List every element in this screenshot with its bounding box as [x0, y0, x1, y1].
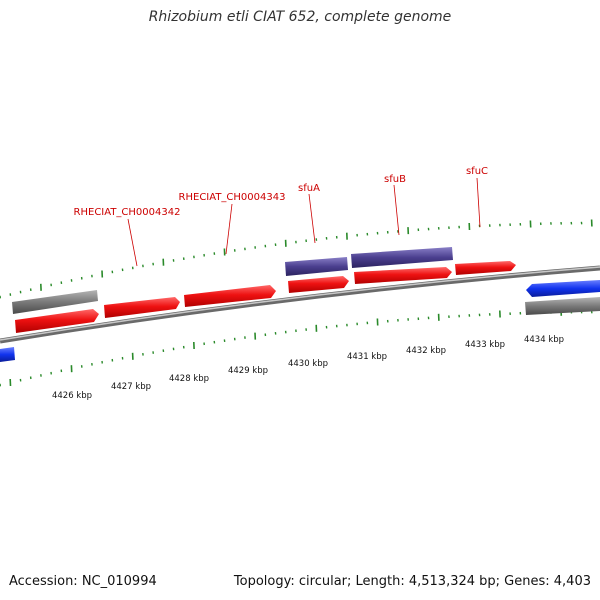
- gene-label-sfuA: sfuA: [298, 183, 320, 194]
- map-title: Rhizobium etli CIAT 652, complete genome: [148, 9, 452, 25]
- leader-RHECIAT_CH0004343: [225, 203, 233, 255]
- genome-backbone-highlight: [0, 266, 600, 341]
- scale-label-4426: 4426 kbp: [52, 391, 92, 401]
- reverse-gene-feature-right: [525, 297, 600, 315]
- leader-sfuC: [476, 177, 481, 228]
- protein-feature-sfuB: [351, 247, 453, 268]
- gene-label-RHECIAT_CH0004343: RHECIAT_CH0004343: [179, 192, 286, 203]
- scale-label-4432: 4432 kbp: [406, 346, 446, 356]
- cds-arrow-RHECIAT_CH0004342: [104, 297, 180, 318]
- accession-label: Accession: NC_010994: [9, 574, 157, 589]
- gene-label-RHECIAT_CH0004342: RHECIAT_CH0004342: [74, 207, 181, 218]
- protein-feature-sfuA: [285, 257, 348, 276]
- gene-label-sfuB: sfuB: [384, 174, 406, 185]
- leader-RHECIAT_CH0004342: [127, 218, 138, 267]
- scale-label-4427: 4427 kbp: [111, 382, 151, 392]
- inner-tick-ring: [0, 308, 593, 387]
- genome-summary: Topology: circular; Length: 4,513,324 bp…: [233, 574, 591, 589]
- scale-label-4429: 4429 kbp: [228, 366, 268, 376]
- cds-arrow-sfuA: [288, 276, 349, 293]
- cds-arrow-sfuC: [455, 261, 516, 275]
- gene-label-sfuC: sfuC: [466, 166, 488, 177]
- scale-label-4431: 4431 kbp: [347, 352, 387, 362]
- scale-label-4428: 4428 kbp: [169, 374, 209, 384]
- genome-backbone: [0, 265, 600, 344]
- cds-arrow-1: [15, 309, 99, 333]
- scale-label-4430: 4430 kbp: [288, 359, 328, 369]
- reverse-cds-arrow-left: [0, 347, 15, 362]
- scale-label-4434: 4434 kbp: [524, 335, 564, 345]
- scale-label-4433: 4433 kbp: [465, 340, 505, 350]
- outer-tick-ring: [0, 219, 593, 299]
- leader-sfuB: [393, 184, 400, 236]
- cds-arrow-sfuB: [354, 267, 452, 284]
- gene-feature-1: [12, 290, 98, 314]
- reverse-cds-arrow-right: [526, 280, 600, 297]
- cds-arrow-RHECIAT_CH0004343: [184, 285, 276, 307]
- leader-sfuA: [308, 193, 316, 244]
